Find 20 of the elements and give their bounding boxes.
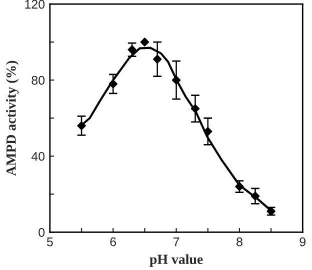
x-tick-label: 9 xyxy=(300,237,306,246)
point xyxy=(172,76,181,84)
x-tick-label: 7 xyxy=(173,238,180,246)
y-tick-label: 120 xyxy=(25,0,45,9)
point xyxy=(204,127,212,136)
x-tick-label: 8 xyxy=(236,237,242,246)
x-tick-label: 5 xyxy=(46,238,53,246)
x-tick-label: 6 xyxy=(110,237,116,246)
point xyxy=(250,192,260,200)
point xyxy=(77,121,86,130)
y-tick-label: 40 xyxy=(31,152,45,161)
x-axis-title: pH value xyxy=(150,254,203,267)
y-tick-label: 0 xyxy=(38,228,45,237)
point xyxy=(140,38,150,46)
y-axis-title: AMPD activity (%) xyxy=(6,60,19,176)
point xyxy=(108,80,118,88)
point xyxy=(190,104,200,113)
y-tick-label: 80 xyxy=(32,76,45,85)
point xyxy=(128,45,136,54)
point xyxy=(152,54,162,64)
